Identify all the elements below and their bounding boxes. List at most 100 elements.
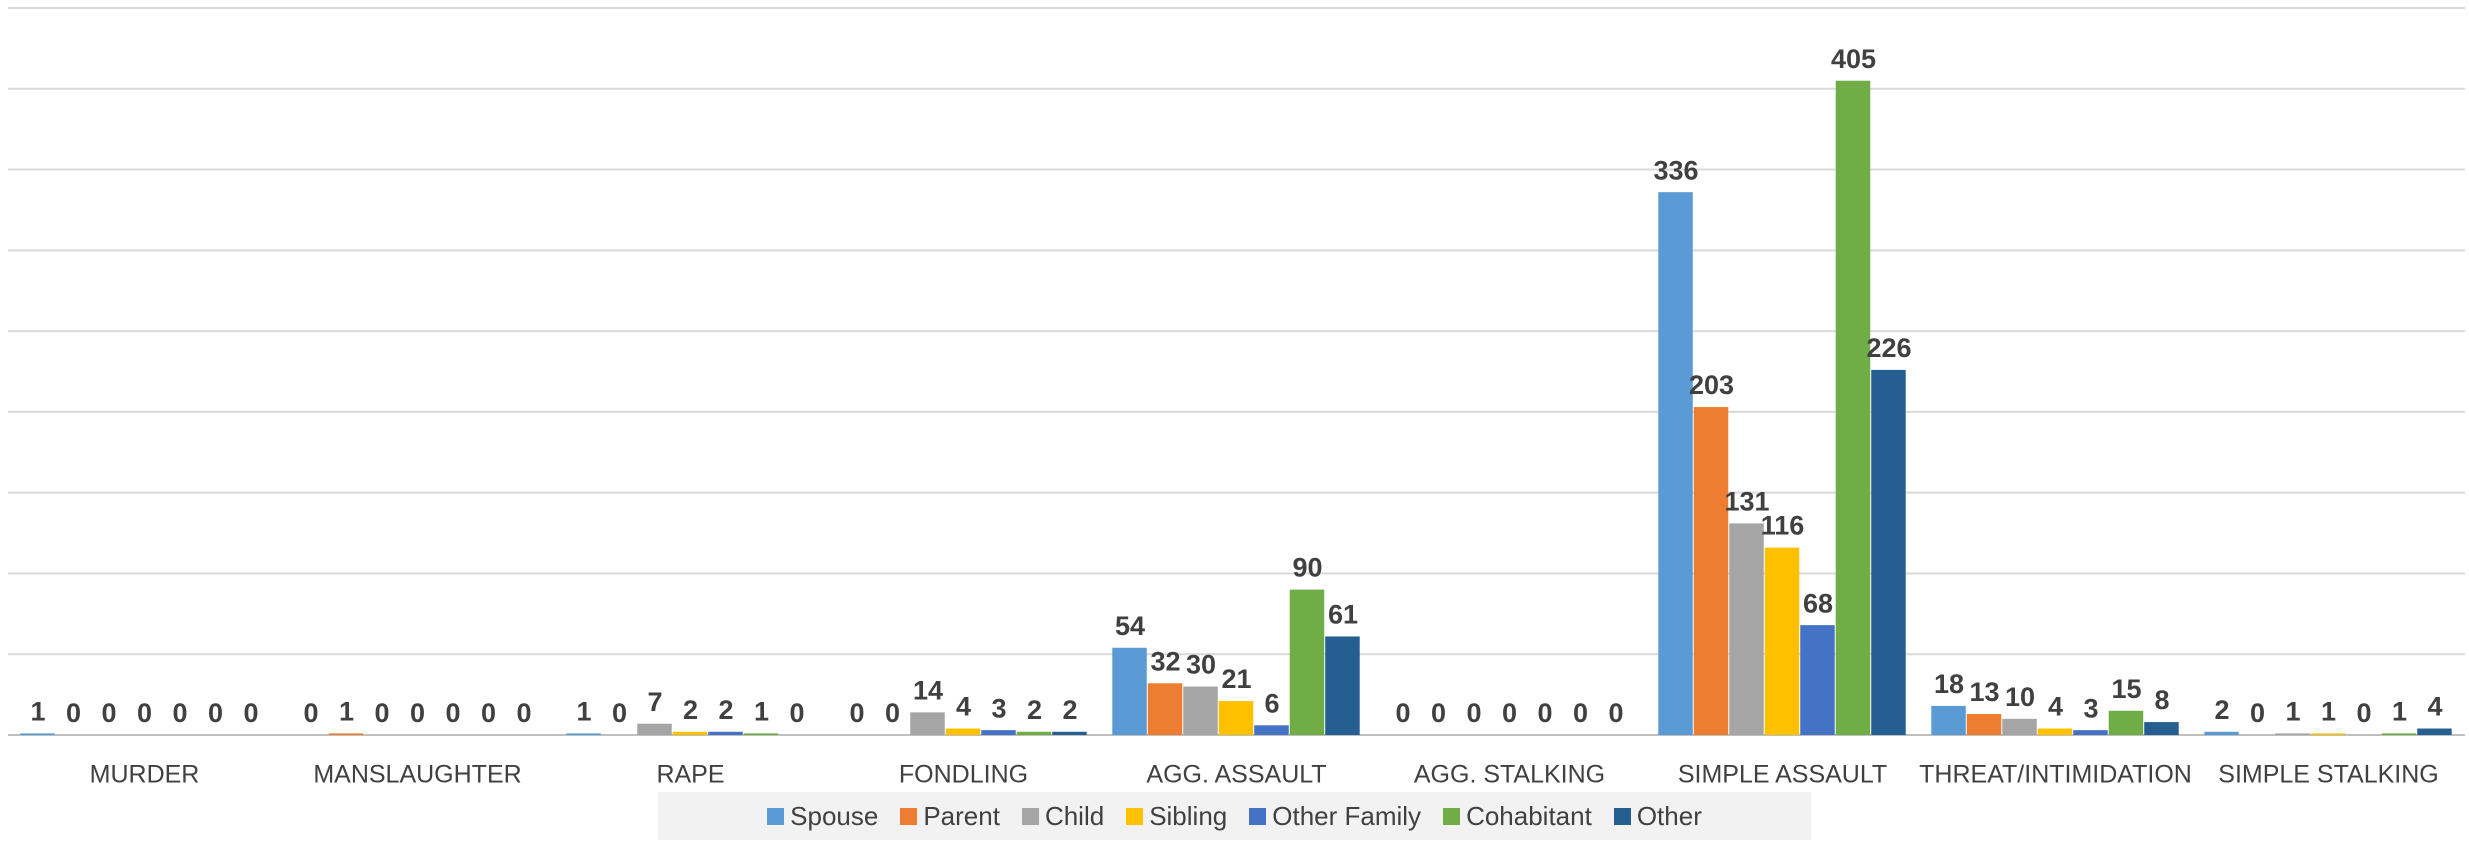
bar [2310, 733, 2346, 735]
legend-label: Cohabitant [1466, 800, 1592, 831]
bar [1147, 683, 1183, 735]
bar [1835, 80, 1871, 735]
legend-swatch [1021, 807, 1039, 825]
legend-swatch [900, 807, 918, 825]
bar [2204, 731, 2239, 735]
bar [1764, 547, 1800, 735]
data-label: 0 [172, 698, 187, 728]
bar [1800, 625, 1835, 735]
data-label: 68 [1803, 588, 1833, 618]
data-label: 1 [2321, 697, 2336, 727]
data-label: 0 [1431, 698, 1446, 728]
bar [1693, 407, 1729, 735]
data-label: 0 [137, 698, 152, 728]
data-label: 2 [1027, 695, 1042, 725]
data-label: 0 [374, 698, 389, 728]
data-label: 1 [2285, 697, 2300, 727]
data-label: 8 [2154, 685, 2169, 715]
legend-swatch [1249, 807, 1267, 825]
bar [2144, 722, 2179, 735]
data-label: 1 [577, 697, 592, 727]
x-tick-label: RAPE [656, 761, 724, 789]
legend-item: Child [1021, 801, 1104, 832]
data-label: 0 [2356, 698, 2371, 728]
data-label: 0 [66, 698, 81, 728]
data-label: 2 [683, 695, 698, 725]
bar [637, 723, 672, 735]
data-label: 0 [410, 698, 425, 728]
bar [743, 733, 779, 735]
data-label: 0 [445, 698, 460, 728]
data-label: 0 [1396, 698, 1411, 728]
bar [1052, 731, 1087, 735]
data-label: 10 [2005, 682, 2035, 712]
bar [1871, 369, 1906, 735]
bar [1289, 589, 1325, 735]
data-label: 0 [1573, 698, 1588, 728]
x-tick-label: SIMPLE ASSAULT [1678, 761, 1887, 789]
data-label: 0 [1466, 698, 1481, 728]
bar [2073, 730, 2108, 735]
bar [1325, 636, 1360, 735]
bar [20, 733, 55, 735]
data-label: 1 [2392, 697, 2407, 727]
x-tick-label: SIMPLE STALKING [2218, 761, 2438, 789]
legend-item: Spouse [767, 801, 878, 832]
bar [708, 731, 743, 735]
data-label: 7 [647, 687, 662, 717]
bar [2381, 733, 2417, 735]
bar [566, 733, 601, 735]
bar [2417, 728, 2452, 735]
data-label: 4 [956, 692, 971, 722]
x-tick-label: THREAT/INTIMIDATION [1919, 761, 2192, 789]
data-label: 116 [1761, 511, 1805, 541]
data-label: 336 [1653, 155, 1698, 185]
data-label: 6 [1264, 688, 1279, 718]
legend-label: Spouse [790, 800, 879, 831]
bar [910, 712, 945, 735]
data-label: 2 [1062, 695, 1077, 725]
bar [328, 733, 364, 735]
data-label: 13 [1969, 677, 1999, 707]
bar [1218, 701, 1254, 735]
x-tick-label: AGG. ASSAULT [1146, 761, 1326, 789]
legend-swatch [1443, 807, 1461, 825]
bar [1658, 192, 1693, 735]
legend-label: Sibling [1149, 800, 1228, 831]
data-label: 0 [1608, 698, 1623, 728]
data-label: 203 [1689, 370, 1734, 400]
legend-item: Other [1613, 801, 1702, 832]
bar [672, 731, 708, 735]
data-label: 0 [612, 698, 627, 728]
data-label: 0 [243, 698, 258, 728]
bar [2275, 733, 2310, 735]
bar [1729, 523, 1764, 735]
data-label: 54 [1115, 611, 1145, 641]
data-label: 32 [1150, 646, 1180, 676]
data-label: 405 [1831, 44, 1876, 74]
data-label: 0 [101, 698, 116, 728]
bar [1966, 713, 2002, 735]
data-label: 1 [339, 697, 354, 727]
bar [1931, 705, 1966, 735]
data-label: 1 [754, 697, 769, 727]
data-label: 18 [1934, 669, 1964, 699]
legend-swatch [1126, 807, 1144, 825]
data-label: 14 [913, 676, 943, 706]
legend-swatch [1613, 807, 1631, 825]
legend-item: Parent [900, 801, 1000, 832]
data-label: 61 [1328, 600, 1358, 630]
data-label: 4 [2427, 692, 2442, 722]
legend: Spouse Parent Child Sibling Other Family Coha… [658, 792, 1811, 840]
data-label: 0 [304, 698, 319, 728]
data-label: 90 [1292, 553, 1322, 583]
legend-item: Other Family [1249, 801, 1421, 832]
bar [945, 728, 981, 735]
x-tick-label: MURDER [90, 761, 200, 789]
legend-label: Other Family [1272, 800, 1422, 831]
data-label: 2 [2215, 695, 2230, 725]
data-label: 0 [885, 698, 900, 728]
bar [981, 730, 1016, 735]
legend-item: Sibling [1126, 801, 1227, 832]
